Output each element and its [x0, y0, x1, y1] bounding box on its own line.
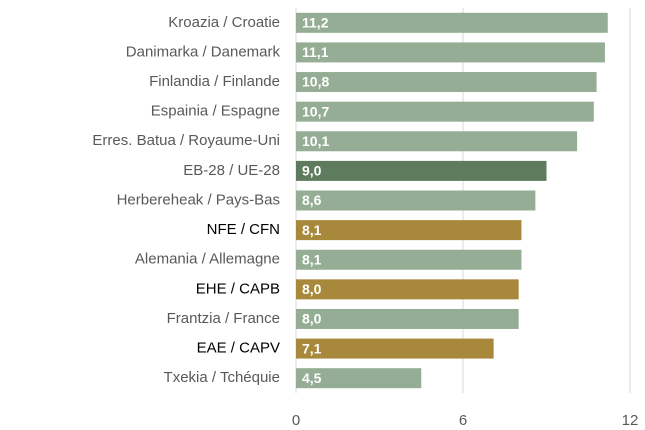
- bar: [296, 131, 578, 152]
- value-label: 10,1: [302, 133, 329, 149]
- y-tick-label: Kroazia / Croatie: [168, 14, 280, 31]
- bar: [296, 12, 608, 33]
- value-label: 8,6: [302, 192, 322, 208]
- value-label: 9,0: [302, 163, 322, 179]
- y-tick-label: Finlandia / Finlande: [149, 73, 280, 90]
- bar: [296, 160, 547, 181]
- y-tick-label: Txekia / Tchéquie: [164, 369, 280, 386]
- y-tick-label: Erres. Batua / Royaume-Uni: [92, 132, 280, 149]
- value-label: 7,1: [302, 340, 322, 356]
- x-tick-label: 6: [459, 412, 467, 429]
- value-label: 10,7: [302, 103, 329, 119]
- y-tick-label: EB-28 / UE-28: [183, 162, 280, 179]
- value-label: 8,1: [302, 222, 322, 238]
- bar: [296, 72, 597, 93]
- value-label: 11,1: [302, 44, 329, 60]
- x-tick-label: 0: [292, 412, 300, 429]
- value-label: 10,8: [302, 74, 329, 90]
- value-label: 4,5: [302, 370, 322, 386]
- bar: [296, 249, 522, 270]
- value-label: 8,0: [302, 311, 322, 327]
- y-tick-label: Herbereheak / Pays-Bas: [117, 191, 280, 208]
- bar: [296, 308, 519, 329]
- y-tick-label: EHE / CAPB: [196, 280, 280, 297]
- y-tick-label: Frantzia / France: [167, 310, 280, 327]
- x-tick-label: 12: [622, 412, 639, 429]
- y-tick-label: Danimarka / Danemark: [126, 43, 281, 60]
- y-tick-label: Espainia / Espagne: [151, 103, 280, 120]
- y-tick-label: NFE / CFN: [207, 221, 280, 238]
- bar: [296, 338, 494, 359]
- value-label: 11,2: [302, 15, 329, 31]
- bar: [296, 368, 422, 389]
- bar: [296, 42, 605, 63]
- value-label: 8,1: [302, 251, 322, 267]
- y-tick-label: Alemania / Allemagne: [135, 251, 280, 268]
- y-tick-label: EAE / CAPV: [197, 340, 280, 357]
- bar: [296, 279, 519, 300]
- bar: [296, 101, 594, 122]
- value-label: 8,0: [302, 281, 322, 297]
- bar: [296, 220, 522, 241]
- bar: [296, 190, 536, 211]
